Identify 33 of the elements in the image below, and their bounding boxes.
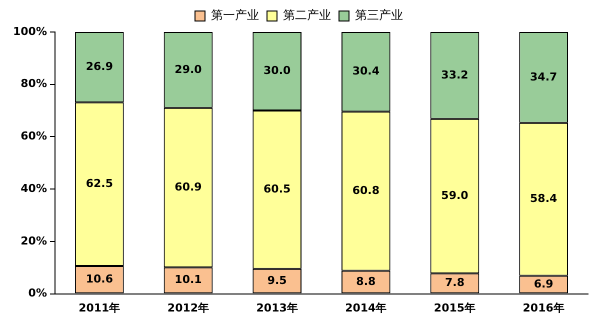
x-tick-label: 2013年: [256, 301, 298, 314]
data-label: 30.4: [352, 64, 380, 78]
legend-label: 第二产业: [283, 8, 331, 22]
x-tick-label: 2014年: [345, 301, 387, 314]
data-label: 6.9: [534, 277, 554, 290]
y-tick-label: 100%: [13, 24, 47, 38]
y-tick-label: 0%: [28, 286, 47, 300]
data-label: 62.5: [86, 177, 113, 190]
data-label: 10.1: [174, 273, 202, 286]
y-tick-label: 80%: [20, 77, 47, 90]
y-tick-label: 60%: [20, 130, 47, 143]
data-label: 30.0: [264, 64, 291, 78]
data-label: 9.5: [267, 274, 287, 287]
data-label: 8.8: [356, 274, 376, 288]
legend-label: 第一产业: [211, 8, 259, 22]
y-tick-label: 20%: [20, 234, 47, 248]
data-label: 59.0: [441, 189, 469, 202]
data-label: 60.9: [174, 180, 202, 194]
data-label: 60.8: [352, 184, 380, 198]
data-label: 7.8: [444, 276, 464, 290]
data-label: 10.6: [86, 272, 114, 286]
data-label: 60.5: [264, 182, 291, 196]
legend-label: 第三产业: [355, 8, 403, 22]
data-label: 33.2: [441, 68, 468, 82]
data-label: 34.7: [530, 70, 558, 84]
data-label: 26.9: [86, 60, 113, 74]
data-label: 29.0: [174, 62, 202, 76]
x-tick-label: 2016年: [522, 301, 564, 314]
y-tick-label: 40%: [20, 182, 47, 195]
x-tick-label: 2015年: [434, 301, 476, 314]
data-label: 58.4: [530, 192, 558, 206]
x-tick-label: 2011年: [78, 301, 120, 314]
x-tick-label: 2012年: [167, 301, 210, 314]
